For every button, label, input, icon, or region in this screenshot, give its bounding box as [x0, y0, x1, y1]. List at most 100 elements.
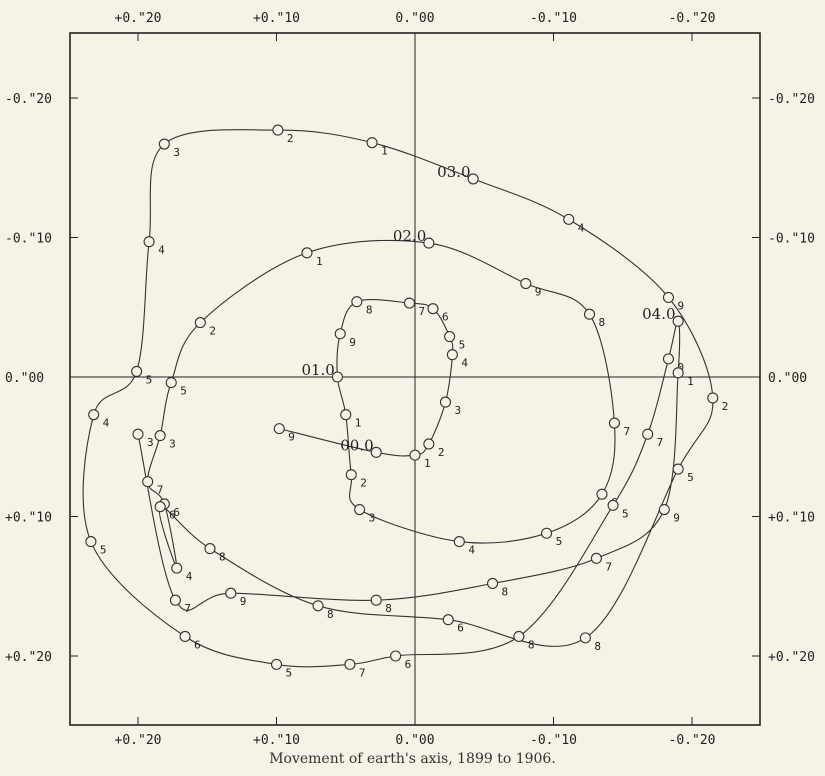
year-label: 01.0	[301, 361, 334, 379]
data-point	[169, 594, 181, 606]
data-point	[331, 371, 343, 383]
data-point	[423, 438, 435, 450]
data-point	[312, 600, 324, 612]
y-tick-label-right: 0."00	[768, 371, 807, 386]
point-label: 4	[103, 417, 110, 430]
point-label: 8	[327, 608, 334, 621]
y-tick-label-left: -0."20	[5, 92, 52, 107]
data-point	[334, 328, 346, 340]
y-tick-label-right: -0."10	[768, 232, 815, 247]
data-point	[171, 562, 183, 574]
point-label: 6	[169, 509, 176, 522]
data-point	[662, 353, 675, 365]
y-tick-label-left: -0."10	[5, 232, 52, 247]
point-label: 7	[157, 484, 164, 497]
point-label: 6	[173, 506, 180, 519]
data-point	[409, 449, 421, 461]
data-point	[85, 536, 97, 548]
point-label: 9	[288, 431, 295, 444]
data-point	[642, 428, 654, 440]
point-label: 4	[578, 221, 585, 234]
point-label: 5	[286, 666, 293, 679]
tick-marks	[70, 33, 760, 725]
point-label: 2	[287, 132, 294, 145]
data-point	[345, 469, 357, 481]
x-tick-label-top: -0."20	[669, 11, 716, 26]
y-tick-label-left: 0."00	[5, 371, 44, 386]
data-point	[204, 543, 216, 555]
point-label: 3	[173, 146, 180, 159]
x-tick-label-bottom: +0."20	[115, 733, 162, 748]
point-label: 7	[359, 666, 366, 679]
point-label: 7	[657, 436, 664, 449]
data-point	[607, 499, 619, 511]
data-point	[583, 308, 596, 320]
point-label: 8	[528, 638, 535, 651]
x-tick-label-bottom: 0."00	[395, 733, 434, 748]
data-point	[142, 476, 154, 488]
data-point	[453, 536, 465, 548]
point-label: 6	[405, 658, 412, 671]
point-label: 8	[366, 304, 373, 317]
x-tick-label-bottom: +0."10	[253, 733, 300, 748]
point-label: 7	[605, 560, 612, 573]
y-tick-label-right: +0."20	[768, 650, 815, 665]
point-label: 1	[381, 145, 388, 158]
motion-path	[82, 129, 714, 668]
data-point	[154, 430, 166, 442]
data-point	[446, 349, 458, 361]
point-label: 5	[687, 471, 694, 484]
data-point	[366, 137, 378, 149]
point-label: 8	[594, 640, 601, 653]
point-label: 9	[677, 299, 684, 312]
data-point	[273, 423, 285, 435]
y-tick-label-left: +0."10	[5, 511, 52, 526]
point-label: 5	[146, 373, 153, 386]
point-label: 6	[457, 622, 464, 635]
point-label: 5	[622, 507, 629, 520]
tick-labels: +0."20 +0."20 +0."10 +0."10 0."00 0."00 -0."10…	[5, 11, 815, 748]
series-line	[82, 129, 714, 668]
data-point	[672, 463, 684, 475]
point-label: 3	[147, 436, 154, 449]
data-point	[351, 296, 363, 308]
point-label: 3	[169, 438, 176, 451]
point-label: 1	[316, 255, 323, 268]
point-label: 3	[454, 404, 461, 417]
data-point	[270, 658, 283, 670]
point-label: 8	[599, 316, 606, 329]
data-point	[165, 377, 177, 389]
data-point	[672, 367, 684, 379]
point-label: 2	[722, 400, 729, 413]
data-point	[354, 503, 366, 516]
point-label: 2	[438, 446, 445, 459]
data-point	[225, 587, 237, 599]
x-tick-label-bottom: -0."10	[530, 733, 577, 748]
year-label: 02.0	[393, 227, 426, 245]
data-point	[370, 446, 382, 458]
data-point	[442, 614, 454, 626]
data-point	[194, 317, 206, 329]
point-label: 5	[180, 385, 187, 398]
data-point	[370, 594, 382, 606]
data-point	[444, 330, 456, 343]
point-label: 4	[461, 357, 468, 370]
data-point	[143, 236, 155, 248]
x-tick-label-top: -0."10	[530, 11, 577, 26]
data-point	[563, 213, 575, 225]
data-point	[344, 658, 356, 670]
point-label: 8	[502, 585, 509, 598]
x-tick-label-top: +0."10	[253, 11, 300, 26]
data-point	[423, 237, 435, 249]
data-point	[132, 428, 144, 440]
point-label: 5	[459, 339, 466, 352]
point-label: 5	[556, 535, 563, 548]
y-tick-label-right: -0."20	[768, 92, 815, 107]
y-tick-label-right: +0."10	[768, 511, 815, 526]
point-label: 9	[673, 512, 680, 525]
point-label: 7	[418, 305, 425, 318]
point-label: 1	[355, 417, 362, 430]
point-label: 4	[186, 570, 193, 583]
